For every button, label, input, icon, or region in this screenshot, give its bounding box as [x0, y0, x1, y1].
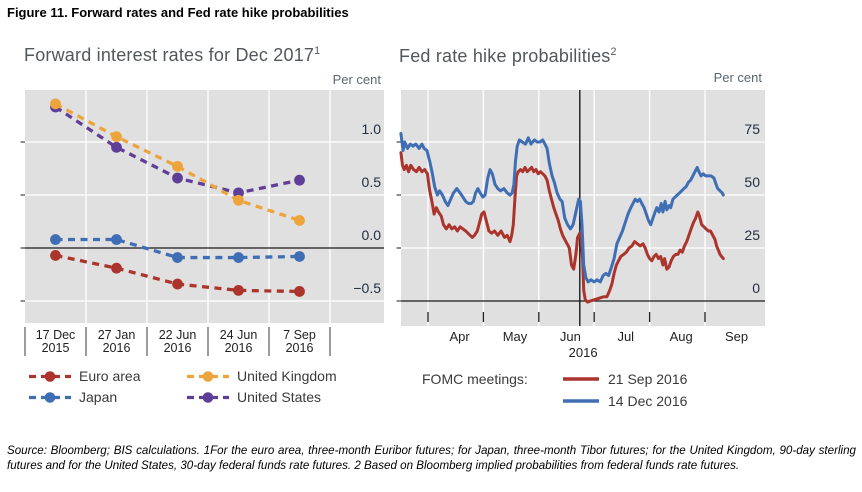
- right-unit-label: Per cent: [713, 70, 762, 85]
- svg-text:17 Dec: 17 Dec: [36, 328, 76, 342]
- left-unit-label: Per cent: [332, 72, 381, 87]
- left-panel-title: Forward interest rates for Dec 20171: [24, 45, 320, 66]
- svg-text:Apr: Apr: [449, 329, 470, 344]
- left-panel-title-text: Forward interest rates for Dec 2017: [24, 45, 315, 65]
- united-kingdom-key-icon: [187, 370, 229, 382]
- svg-text:Aug: Aug: [670, 329, 693, 344]
- svg-text:2016: 2016: [103, 341, 131, 355]
- forward-rates-legend: Euro area Japan United Kingdom United St…: [28, 368, 388, 412]
- legend-label: United Kingdom: [237, 368, 337, 384]
- svg-text:Sep: Sep: [725, 329, 748, 344]
- svg-text:May: May: [503, 329, 528, 344]
- fed-probabilities-chart: 75 50 25 0 Apr May Jun Jul Aug Sep 2016: [396, 90, 765, 360]
- svg-text:27 Jan: 27 Jan: [98, 328, 136, 342]
- fomc-legend: FOMC meetings: 21 Sep 2016 14 Dec 2016: [422, 369, 752, 413]
- svg-text:24 Jun: 24 Jun: [220, 328, 258, 342]
- svg-text:2015: 2015: [42, 341, 70, 355]
- legend-item-14-dec-2016: 14 Dec 2016: [422, 391, 752, 411]
- svg-text:0: 0: [752, 280, 760, 296]
- svg-text:1.0: 1.0: [362, 121, 382, 137]
- legend-item-japan: Japan: [28, 389, 117, 405]
- legend-label: Euro area: [79, 368, 141, 384]
- fomc-legend-prefix: FOMC meetings:: [422, 371, 528, 387]
- legend-item-united-kingdom: United Kingdom: [186, 368, 337, 384]
- left-panel-title-footnote-marker: 1: [314, 45, 321, 57]
- figure-title: Figure 11. Forward rates and Fed rate hi…: [7, 5, 349, 20]
- legend-label: 21 Sep 2016: [608, 371, 688, 387]
- svg-text:2016: 2016: [569, 345, 598, 360]
- svg-text:7 Sep: 7 Sep: [283, 328, 316, 342]
- sep-meeting-key-icon: [563, 377, 599, 381]
- japan-key-icon: [29, 391, 71, 403]
- legend-label: 14 Dec 2016: [608, 393, 688, 409]
- svg-text:22 Jun: 22 Jun: [159, 328, 197, 342]
- right-panel-title: Fed rate hike probabilities2: [399, 46, 617, 67]
- svg-text:0.5: 0.5: [362, 174, 382, 190]
- euro-area-key-icon: [29, 370, 71, 382]
- source-footnote: Source: Bloomberg; BIS calculations. 1Fo…: [7, 444, 856, 473]
- dec-meeting-key-icon: [563, 399, 599, 403]
- svg-text:0.0: 0.0: [362, 227, 382, 243]
- united-states-key-icon: [187, 391, 229, 403]
- legend-label: Japan: [79, 389, 118, 405]
- svg-text:2016: 2016: [225, 341, 253, 355]
- svg-text:75: 75: [744, 121, 760, 137]
- right-panel-title-footnote-marker: 2: [610, 46, 617, 58]
- legend-item-united-states: United States: [186, 389, 321, 405]
- legend-item-21-sep-2016: FOMC meetings: 21 Sep 2016: [422, 369, 752, 389]
- legend-label: United States: [237, 389, 322, 405]
- svg-text:−0.5: −0.5: [353, 280, 381, 296]
- svg-text:Jul: Jul: [617, 329, 634, 344]
- svg-text:25: 25: [744, 227, 760, 243]
- legend-item-euro-area: Euro area: [28, 368, 140, 384]
- svg-text:Jun: Jun: [560, 329, 581, 344]
- right-panel-title-text: Fed rate hike probabilities: [399, 46, 611, 66]
- svg-text:2016: 2016: [164, 341, 192, 355]
- svg-text:50: 50: [744, 174, 760, 190]
- svg-text:2016: 2016: [286, 341, 314, 355]
